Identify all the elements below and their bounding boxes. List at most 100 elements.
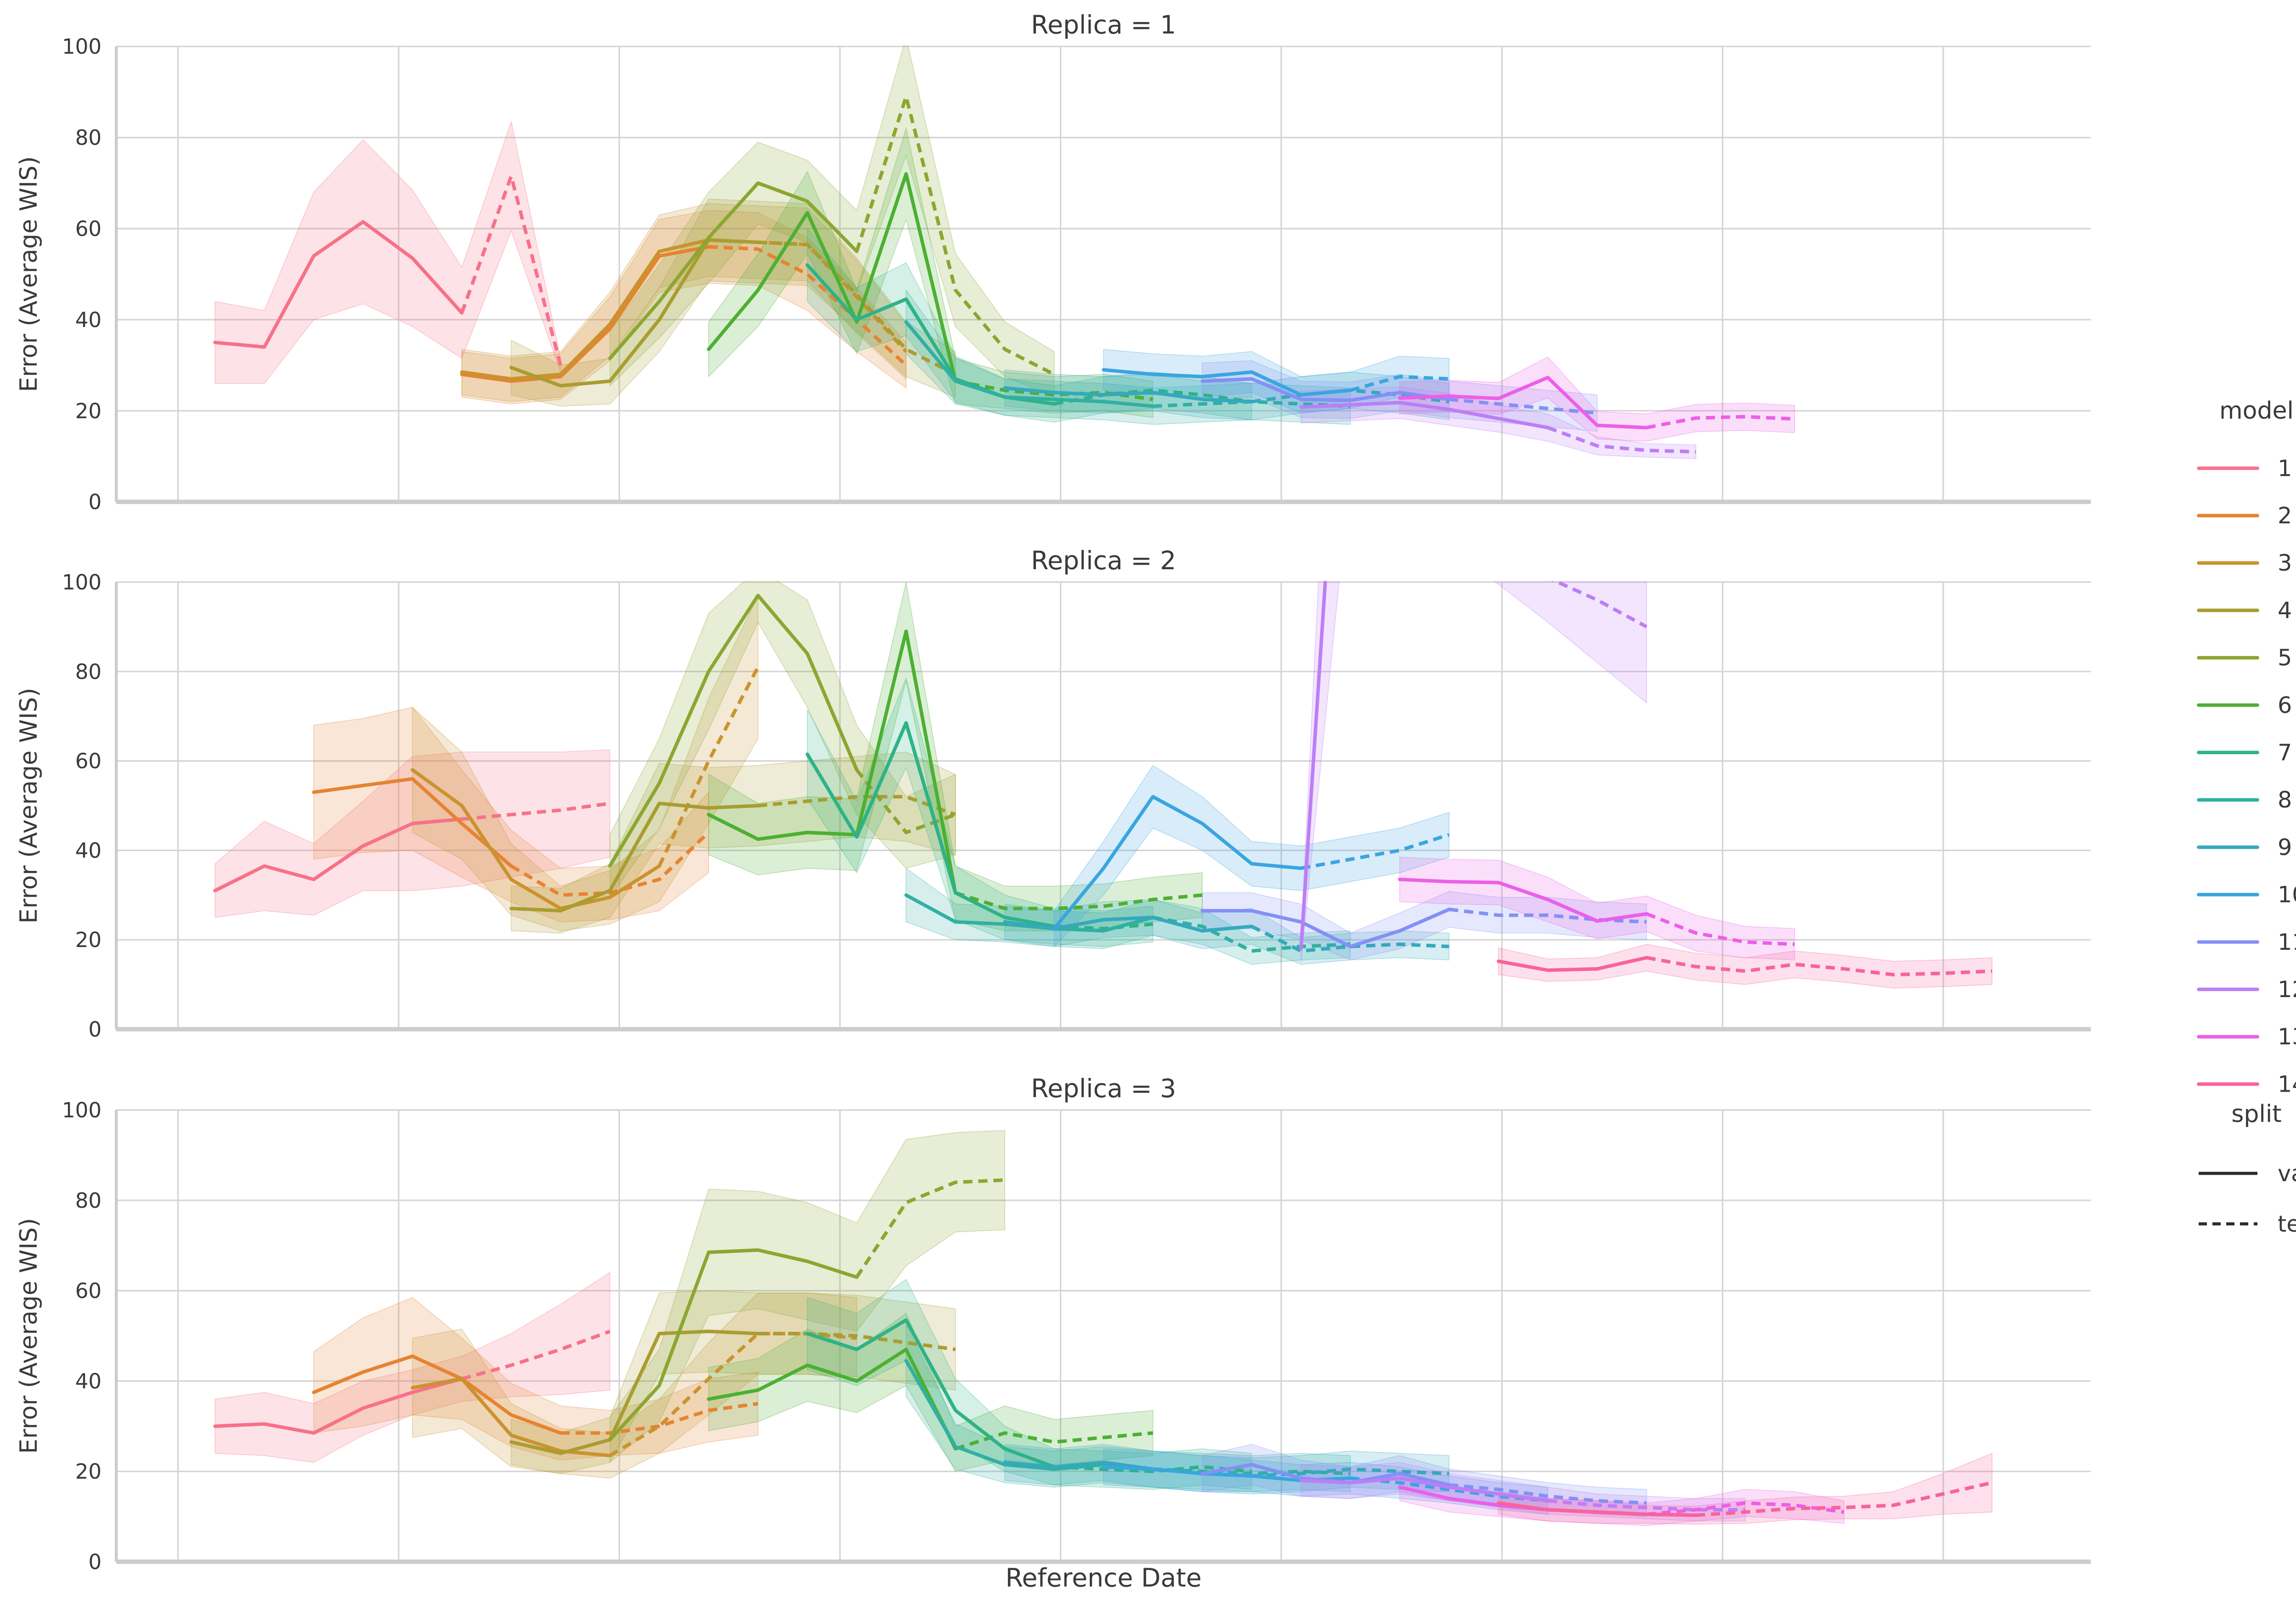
validation-line-model-7 (805, 1318, 1056, 1469)
test-line-model-4 (758, 1332, 956, 1351)
validation-line-model-2 (460, 245, 710, 383)
facet-replica-1: 0 20 40 60 80 100 Error (Average WIS) Replica =… (15, 11, 2091, 514)
y-tick-label: 0 (88, 1017, 101, 1042)
confidence-band-model-11 (1202, 360, 1598, 432)
legend-split-label-validation: validation (2278, 1160, 2296, 1187)
series-layer (213, 45, 1795, 459)
legend-model-title: model (2219, 397, 2294, 425)
y-tick-label: 100 (62, 1098, 101, 1122)
validation-line-model-3 (411, 768, 661, 910)
test-line-model-11 (1449, 908, 1647, 924)
test-line-model-3 (609, 1332, 857, 1458)
validation-line-model-1 (213, 220, 464, 349)
confidence-band-model-14 (1498, 944, 1993, 989)
y-tick-label: 80 (75, 660, 102, 684)
y-tick-label: 40 (75, 838, 102, 863)
confidence-band-model-3 (412, 595, 759, 931)
validation-line-model-5 (608, 1248, 859, 1442)
validation-line-model-5 (608, 594, 859, 868)
confidence-band-model-8 (906, 1324, 1351, 1492)
test-line-model-5 (855, 95, 1055, 376)
test-line-model-5 (855, 768, 956, 835)
y-tick-label: 40 (75, 1369, 102, 1393)
y-tick-label: 60 (75, 749, 102, 774)
grid (116, 45, 2091, 503)
legend-model-label-11: 11 (2278, 929, 2296, 955)
confidence-band-model-1 (214, 749, 610, 918)
facet-replica-3: 0 20 40 60 80 100 Error (Average WIS) Replica =… (15, 1074, 2091, 1574)
y-tick-label: 20 (75, 928, 102, 952)
test-line-model-10 (1350, 375, 1449, 392)
y-tick-label: 100 (62, 570, 101, 594)
confidence-band-model-8 (906, 867, 1351, 965)
facet-title: Replica = 2 (1031, 546, 1176, 576)
validation-line-model-4 (509, 802, 760, 913)
legend-model-label-7: 7 (2278, 739, 2292, 766)
test-line-model-2 (560, 1402, 759, 1435)
test-line-model-7 (1053, 388, 1252, 406)
test-line-model-1 (460, 174, 563, 366)
validation-line-model-9 (1003, 915, 1254, 933)
confidence-band-model-6 (708, 582, 1203, 931)
validation-line-model-13 (1398, 877, 1649, 923)
validation-line-model-13 (1398, 376, 1649, 430)
test-line-model-7 (1054, 1465, 1252, 1473)
validation-line-model-12 (1299, 581, 1327, 951)
confidence-band-model-5 (609, 1130, 1005, 1463)
confidence-band-model-5 (609, 581, 956, 899)
test-line-model-12 (1548, 1499, 1745, 1512)
validation-line-model-7 (805, 721, 1056, 928)
validation-line-model-11 (1200, 377, 1451, 402)
confidence-band-model-10 (1053, 765, 1450, 948)
validation-line-model-10 (1102, 368, 1352, 397)
test-line-model-14 (1646, 956, 1992, 976)
test-line-model-8 (1153, 915, 1351, 953)
validation-line-model-12 (1299, 401, 1550, 430)
test-line-model-2 (709, 245, 907, 367)
test-line-model-12 (1547, 426, 1696, 454)
validation-line-model-14 (1497, 1501, 1698, 1517)
test-line-model-13 (1646, 1501, 1845, 1516)
validation-line-model-12 (1299, 1476, 1550, 1503)
y-tick-label: 80 (75, 126, 102, 150)
y-axis-label: Error (Average WIS) (15, 156, 43, 392)
y-tick-label: 20 (75, 399, 102, 423)
test-line-model-10 (1300, 833, 1450, 870)
y-axis-label: Error (Average WIS) (15, 1218, 43, 1454)
series-layer (213, 1130, 1993, 1526)
facet-title: Replica = 1 (1031, 11, 1176, 40)
validation-line-model-3 (411, 1377, 612, 1458)
validation-line-model-3 (460, 238, 710, 381)
validation-line-model-10 (1052, 795, 1303, 931)
legend-model-label-4: 4 (2278, 597, 2292, 623)
validation-line-model-4 (509, 1329, 760, 1455)
confidence-band-model-6 (708, 1312, 1154, 1472)
legend-split-title: split (2231, 1100, 2281, 1128)
validation-line-model-8 (904, 1359, 1155, 1471)
legend-model-label-6: 6 (2278, 692, 2292, 718)
validation-line-model-4 (509, 238, 760, 388)
test-line-model-3 (658, 666, 760, 867)
y-tick-label: 0 (88, 1550, 101, 1574)
y-tick-label: 60 (75, 1279, 102, 1303)
legend-model-label-8: 8 (2278, 786, 2292, 813)
validation-line-model-1 (213, 817, 464, 892)
confidence-band-model-12 (1300, 386, 1696, 459)
test-line-model-13 (1646, 415, 1795, 430)
validation-line-model-6 (707, 1347, 957, 1451)
validation-line-model-2 (312, 777, 513, 868)
validation-line-model-1 (213, 1377, 464, 1435)
confidence-band-model-3 (412, 1292, 857, 1479)
confidence-band-model-2 (313, 1297, 759, 1461)
legend: model1234567891011121314splitvalidationt… (2197, 397, 2296, 1237)
validation-line-model-6 (707, 629, 957, 895)
legend-model-label-3: 3 (2278, 549, 2292, 576)
validation-line-model-5 (608, 181, 859, 360)
test-line-model-11 (1449, 1483, 1647, 1505)
test-line-model-6 (955, 1431, 1154, 1451)
confidence-band-model-4 (511, 198, 956, 407)
test-line-model-9 (1250, 925, 1449, 953)
test-line-model-4 (758, 240, 957, 376)
confidence-band-model-1 (214, 1272, 610, 1463)
